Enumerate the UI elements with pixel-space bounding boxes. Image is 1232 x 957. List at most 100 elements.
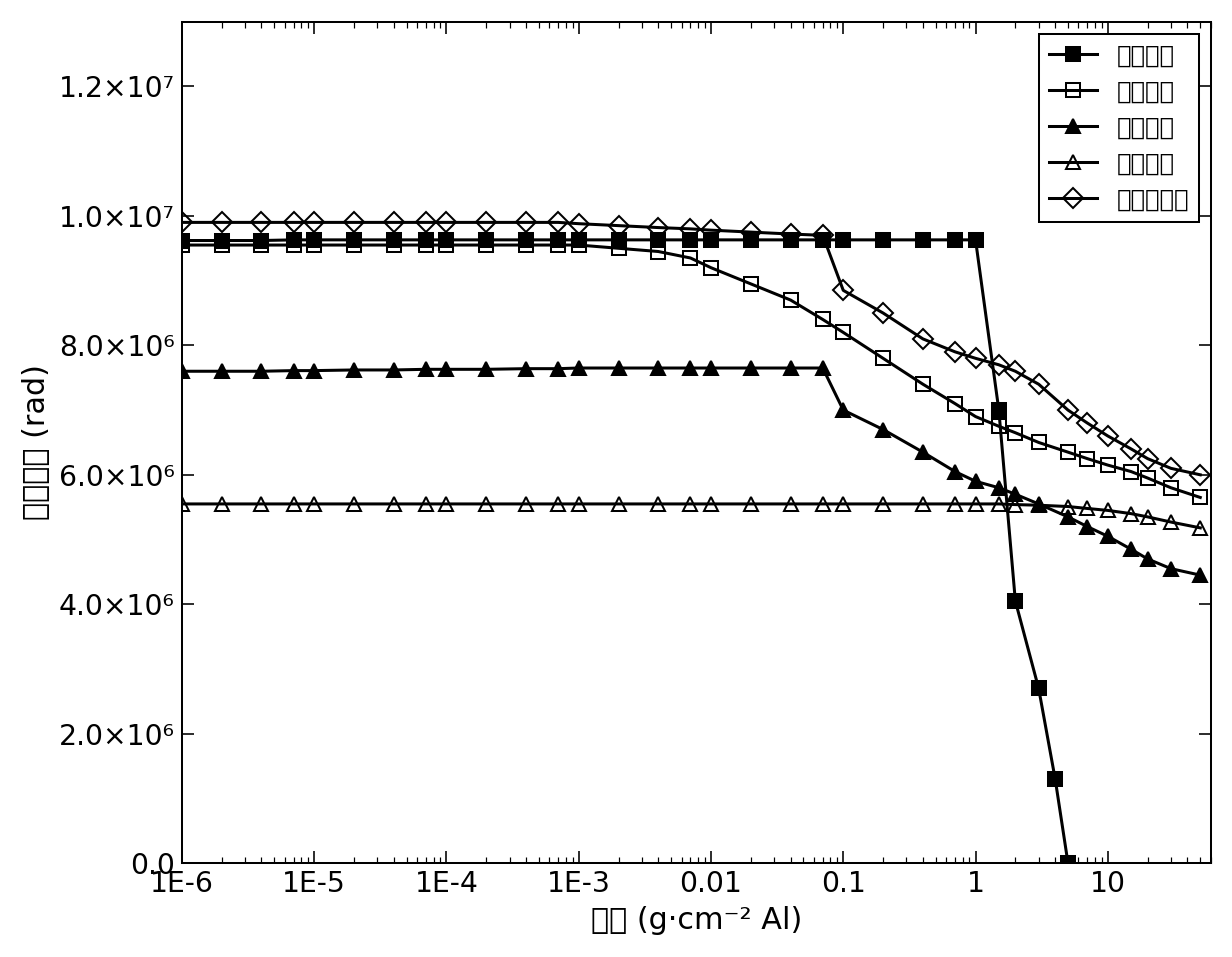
二次光子 [254, 366, 269, 377]
太阳质子 [875, 499, 890, 510]
总吸收剂量 [214, 216, 229, 228]
俨获质子 [782, 295, 797, 306]
俨获电子 [175, 234, 190, 246]
Line: 二次光子: 二次光子 [175, 361, 1207, 582]
俨获电子 [419, 234, 434, 246]
俨获电子 [1061, 857, 1076, 869]
太阳质子 [519, 499, 533, 510]
俨获电子 [611, 234, 626, 246]
总吸收剂量 [519, 216, 533, 228]
二次光子 [1100, 530, 1115, 542]
俨获质子 [1124, 466, 1138, 478]
太阳质子 [947, 499, 962, 510]
俨获质子 [572, 239, 586, 251]
Line: 太阳质子: 太阳质子 [175, 497, 1207, 535]
俨获质子 [286, 239, 301, 251]
太阳质子 [968, 499, 983, 510]
俨获质子 [1100, 459, 1115, 471]
太阳质子 [1031, 500, 1046, 511]
俨获质子 [254, 239, 269, 251]
俨获电子 [346, 234, 361, 246]
二次光子 [703, 363, 718, 374]
二次光子 [1008, 488, 1023, 500]
总吸收剂量 [835, 284, 850, 296]
太阳质子 [1163, 517, 1178, 528]
俨获质子 [551, 239, 565, 251]
二次光子 [286, 365, 301, 376]
二次光子 [947, 466, 962, 478]
太阳质子 [683, 499, 697, 510]
俨获电子 [816, 234, 830, 246]
太阳质子 [419, 499, 434, 510]
太阳质子 [1061, 501, 1076, 512]
二次光子 [175, 366, 190, 377]
二次光子 [650, 363, 665, 374]
俨获电子 [254, 234, 269, 246]
俨获质子 [346, 239, 361, 251]
俨获质子 [307, 239, 322, 251]
X-axis label: 厚度 (g·cm⁻² Al): 厚度 (g·cm⁻² Al) [590, 906, 802, 935]
二次光子 [915, 446, 930, 457]
Line: 俨获质子: 俨获质子 [175, 238, 1207, 504]
总吸收剂量 [1079, 417, 1094, 429]
俨获质子 [386, 239, 400, 251]
俨获质子 [1031, 436, 1046, 448]
俨获质子 [947, 398, 962, 410]
太阳质子 [1079, 502, 1094, 514]
太阳质子 [307, 499, 322, 510]
总吸收剂量 [875, 307, 890, 319]
二次光子 [419, 364, 434, 375]
俨获电子 [1008, 595, 1023, 607]
太阳质子 [991, 499, 1005, 510]
Legend: 俨获电子, 俨获质子, 二次光子, 太阳质子, 总吸收剂量: 俨获电子, 俨获质子, 二次光子, 太阳质子, 总吸收剂量 [1039, 33, 1199, 221]
俨获电子 [743, 234, 758, 246]
俨获质子 [1163, 482, 1178, 494]
总吸收剂量 [439, 216, 453, 228]
俨获电子 [307, 234, 322, 246]
二次光子 [519, 363, 533, 374]
总吸收剂量 [386, 216, 400, 228]
俨获电子 [782, 234, 797, 246]
总吸收剂量 [419, 216, 434, 228]
俨获电子 [650, 234, 665, 246]
俨获质子 [650, 246, 665, 257]
俨获质子 [1193, 492, 1207, 503]
二次光子 [479, 364, 494, 375]
二次光子 [1163, 563, 1178, 574]
俨获质子 [703, 262, 718, 274]
二次光子 [214, 366, 229, 377]
俨获电子 [386, 234, 400, 246]
太阳质子 [1193, 523, 1207, 534]
二次光子 [683, 363, 697, 374]
总吸收剂量 [346, 216, 361, 228]
总吸收剂量 [1031, 378, 1046, 389]
总吸收剂量 [551, 216, 565, 228]
太阳质子 [1124, 508, 1138, 520]
二次光子 [816, 363, 830, 374]
二次光子 [346, 365, 361, 376]
总吸收剂量 [307, 216, 322, 228]
二次光子 [875, 424, 890, 435]
太阳质子 [1100, 504, 1115, 516]
俨获质子 [816, 314, 830, 325]
总吸收剂量 [1140, 453, 1154, 464]
太阳质子 [346, 499, 361, 510]
太阳质子 [175, 499, 190, 510]
太阳质子 [611, 499, 626, 510]
二次光子 [968, 476, 983, 487]
Y-axis label: 吸收剂量 (rad): 吸收剂量 (rad) [22, 365, 51, 521]
总吸收剂量 [611, 220, 626, 232]
俨获质子 [1008, 427, 1023, 438]
俨获电子 [835, 234, 850, 246]
二次光子 [782, 363, 797, 374]
俨获质子 [479, 239, 494, 251]
太阳质子 [286, 499, 301, 510]
太阳质子 [1140, 511, 1154, 523]
太阳质子 [479, 499, 494, 510]
总吸收剂量 [991, 359, 1005, 370]
俨获质子 [519, 239, 533, 251]
太阳质子 [551, 499, 565, 510]
总吸收剂量 [1008, 366, 1023, 377]
俨获电子 [915, 234, 930, 246]
二次光子 [1079, 521, 1094, 532]
